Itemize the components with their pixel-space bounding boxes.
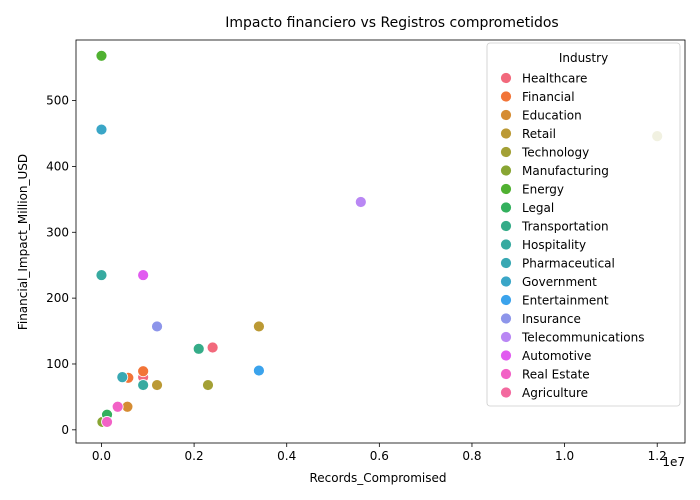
data-point: [116, 371, 129, 384]
legend-label: Energy: [522, 183, 564, 197]
legend-label: Hospitality: [522, 238, 586, 252]
legend-marker: [500, 368, 512, 380]
data-point: [202, 379, 214, 391]
legend-label: Agriculture: [522, 386, 588, 400]
data-point: [151, 379, 163, 391]
legend-label: Pharmaceutical: [522, 257, 615, 271]
y-tick-label: 200: [46, 291, 69, 305]
legend-marker: [500, 220, 512, 232]
data-point: [95, 269, 108, 281]
legend-marker: [500, 201, 512, 214]
x-tick-label: 0.4: [277, 449, 296, 463]
legend-label: Entertainment: [522, 294, 609, 308]
legend-marker: [500, 72, 512, 84]
legend-label: Technology: [521, 146, 589, 160]
data-point: [101, 416, 113, 428]
data-point: [192, 342, 205, 355]
y-axis: 0 100 200 300 400 500: [46, 94, 76, 437]
legend-label: Telecommunications: [521, 331, 644, 345]
data-point: [95, 123, 108, 136]
x-tick-label: 0.8: [462, 449, 481, 463]
x-axis-label: Records_Compromised: [309, 471, 446, 485]
x-tick-label: 1.0: [555, 449, 574, 463]
legend-marker: [500, 164, 512, 177]
y-tick-label: 500: [46, 94, 69, 108]
data-point: [137, 365, 150, 378]
x-tick-label: 0.2: [185, 449, 204, 463]
legend-label: Legal: [522, 201, 554, 215]
plot-frame: [75, 39, 686, 444]
legend-label: Retail: [522, 127, 556, 141]
legend-marker: [500, 183, 512, 195]
legend-label: Manufacturing: [522, 164, 609, 178]
y-axis-label: Financial_Impact_Million_USD: [16, 154, 30, 330]
legend-label: Government: [522, 275, 597, 289]
legend-marker: [500, 127, 512, 140]
legend-marker: [500, 349, 512, 362]
y-tick-label: 0: [61, 423, 69, 437]
x-tick-label: 0.0: [92, 449, 111, 463]
legend-marker: [500, 109, 512, 121]
legend-marker: [500, 90, 512, 103]
data-point: [111, 400, 124, 413]
legend-label: Healthcare: [522, 72, 587, 86]
legend-marker: [500, 257, 512, 269]
y-tick-label: 100: [46, 357, 69, 371]
legend-label: Financial: [522, 90, 575, 104]
y-tick-label: 400: [46, 159, 69, 173]
legend-marker: [500, 312, 512, 325]
data-point: [137, 269, 150, 281]
data-point: [137, 379, 150, 391]
x-tick-label: 1.2: [648, 449, 667, 463]
legend-box: [486, 42, 681, 407]
x-tick-label: 0.6: [370, 449, 389, 463]
legend-label: Real Estate: [522, 368, 590, 382]
data-point: [253, 320, 265, 333]
legend: Industry Healthcare Financial Education Reta…: [486, 42, 681, 407]
data-point: [151, 320, 163, 333]
data-point: [206, 341, 219, 354]
legend-label: Insurance: [522, 312, 581, 326]
legend-marker: [500, 331, 512, 343]
legend-marker: [500, 146, 512, 158]
legend-label: Automotive: [522, 349, 591, 363]
x-axis-offset-text: 1e7: [662, 455, 685, 469]
legend-marker: [500, 275, 512, 288]
legend-marker: [500, 294, 512, 306]
y-tick-label: 300: [46, 225, 69, 239]
legend-title: Industry: [559, 51, 608, 65]
legend-marker: [500, 238, 512, 251]
legend-label: Transportation: [521, 220, 609, 234]
legend-label: Education: [522, 109, 582, 123]
data-point: [95, 49, 108, 62]
chart-title: Impacto financiero vs Registros comprome…: [225, 15, 558, 31]
legend-marker: [500, 386, 512, 399]
data-point: [354, 196, 367, 208]
x-axis: 0.0 0.2 0.4 0.6 0.8 1.0 1.2: [92, 443, 667, 463]
data-point: [253, 364, 265, 377]
